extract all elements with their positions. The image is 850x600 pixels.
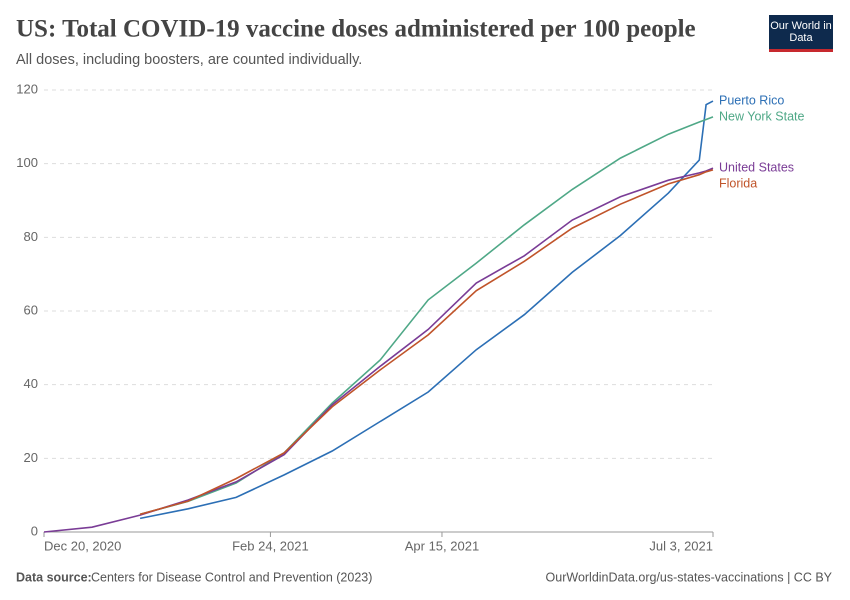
logo-text: Our World in Data	[770, 20, 832, 44]
series-line	[139, 116, 714, 516]
legend-label: Puerto Rico	[719, 93, 784, 107]
chart-title: US: Total COVID-19 vaccine doses adminis…	[16, 16, 696, 43]
y-tick-label: 0	[31, 523, 38, 538]
logo: Our World in Data	[769, 15, 833, 52]
x-tick-label: Dec 20, 2020	[44, 538, 121, 553]
x-tick-label: Apr 15, 2021	[405, 538, 479, 553]
x-tick-label: Feb 24, 2021	[232, 538, 309, 553]
legend-label: New York State	[719, 109, 805, 123]
series-line	[139, 100, 714, 520]
y-tick-label: 20	[24, 450, 38, 465]
source-url: OurWorldinData.org/us-states-vaccination…	[546, 570, 833, 584]
chart-subtitle: All doses, including boosters, are count…	[16, 52, 362, 68]
y-tick-label: 40	[24, 376, 38, 391]
y-tick-label: 120	[16, 81, 38, 96]
logo-text-box: Our World in Data	[770, 20, 832, 44]
logo-stripe	[769, 49, 833, 52]
x-tick-label: Jul 3, 2021	[649, 538, 713, 553]
legend-label: Florida	[719, 176, 757, 190]
y-tick-label: 60	[24, 302, 38, 317]
source-label: Data source:	[16, 570, 92, 584]
series-line	[139, 169, 714, 516]
y-tick-label: 80	[24, 229, 38, 244]
series-line	[43, 167, 714, 533]
y-tick-label: 100	[16, 155, 38, 170]
legend-label: United States	[719, 160, 794, 174]
logo-box	[769, 15, 833, 52]
source: Centers for Disease Control and Preventi…	[91, 570, 372, 584]
